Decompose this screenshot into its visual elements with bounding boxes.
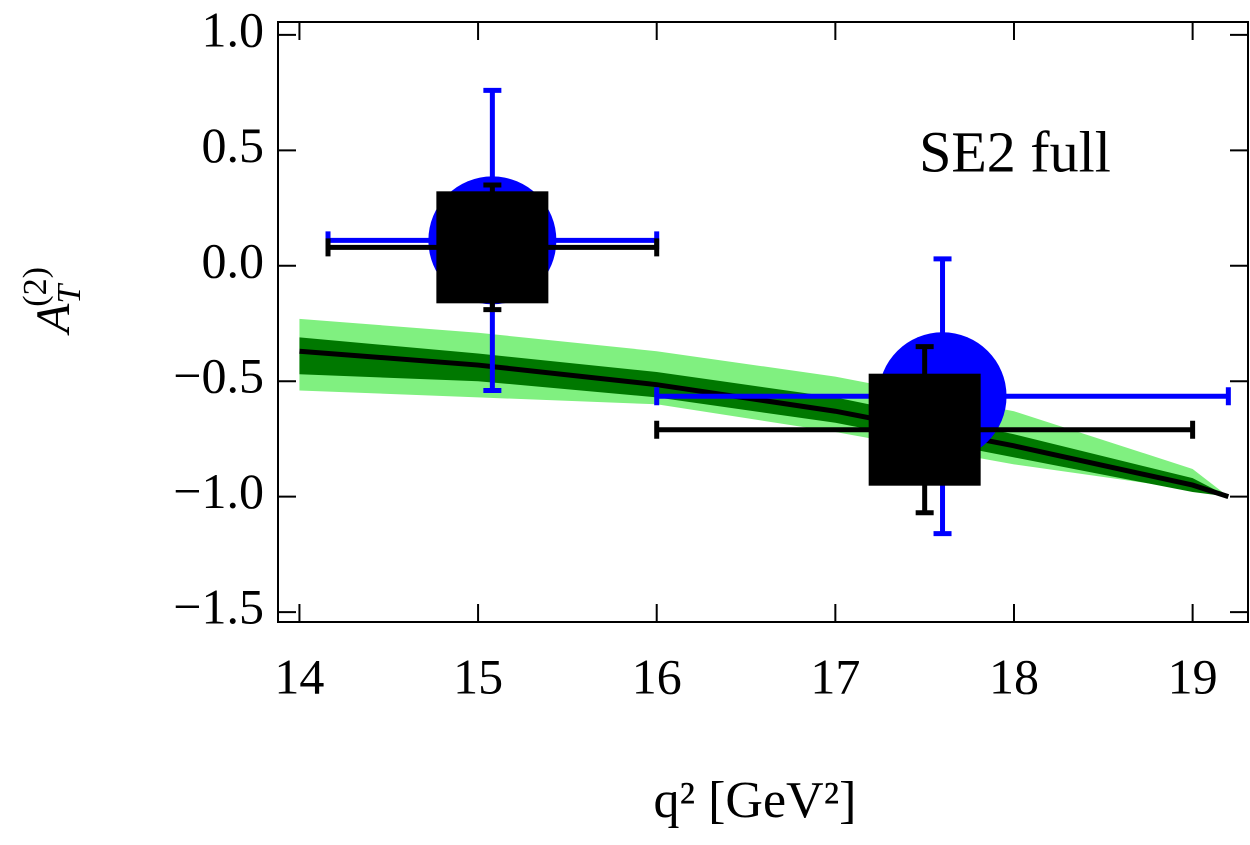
- x-tick-label: 19: [1168, 648, 1218, 704]
- y-axis-label-sup: (2): [17, 267, 54, 307]
- y-tick-label: 1.0: [202, 1, 265, 57]
- y-tick-label: 0.5: [202, 117, 265, 173]
- x-tick-label: 16: [632, 648, 682, 704]
- band: [299, 337, 1229, 497]
- plot-frame: [277, 21, 1249, 623]
- error-bars: [325, 182, 660, 313]
- x-error-bar: [325, 238, 660, 257]
- annotation: SE2 full: [919, 119, 1111, 184]
- error-bars: [654, 256, 1231, 537]
- x-axis-label: q² [GeV²]: [654, 772, 857, 829]
- error-bars: [654, 344, 1196, 516]
- y-tick-label: 0.0: [202, 232, 265, 288]
- x-tick-label: 18: [989, 648, 1039, 704]
- y-tick-label: −0.5: [173, 348, 264, 404]
- y-tick-label: −1.5: [173, 579, 264, 635]
- x-error-bar: [654, 420, 1196, 439]
- central-line: [299, 348, 1230, 500]
- y-axis-label-base: A: [27, 303, 80, 336]
- y-tick-label: −1.0: [173, 463, 264, 519]
- y-axis-label-sub: T: [51, 283, 88, 304]
- x-tick-label: 15: [453, 648, 503, 704]
- x-tick-label: 17: [810, 648, 860, 704]
- x-tick-label: 14: [274, 648, 324, 704]
- y-axis-label: AT(2): [17, 267, 88, 336]
- plot-area: [299, 87, 1231, 537]
